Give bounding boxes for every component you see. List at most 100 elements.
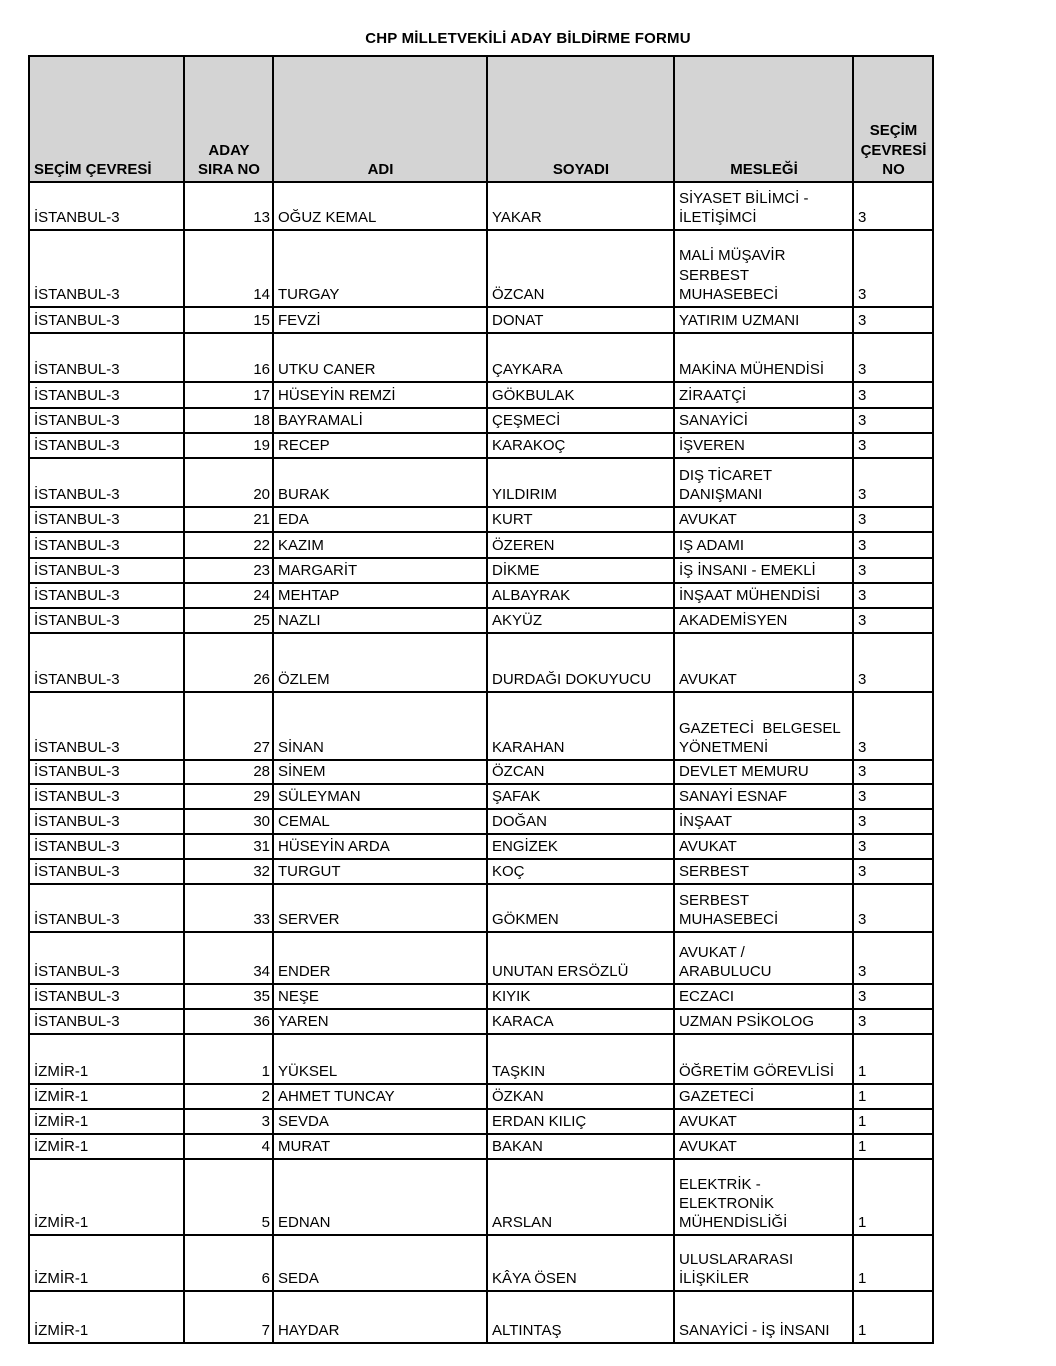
cell-first-name: SEDA xyxy=(272,1234,488,1293)
cell-surname: ERDAN KILIÇ xyxy=(486,1108,675,1136)
cell-first-name: HAYDAR xyxy=(272,1290,488,1345)
cell-first-name: MEHTAP xyxy=(272,582,488,609)
cell-election-district: İSTANBUL-3 xyxy=(28,607,185,634)
cell-surname: DONAT xyxy=(486,306,675,334)
cell-election-district-no: 1 xyxy=(852,1108,934,1136)
cell-profession: SERBEST MUHASEBECİ xyxy=(673,883,854,934)
cell-election-district: İSTANBUL-3 xyxy=(28,381,185,409)
cell-election-district-no: 3 xyxy=(852,407,934,434)
header-surname: SOYADI xyxy=(486,55,675,183)
cell-election-district-no: 3 xyxy=(852,457,934,508)
cell-profession: AVUKAT xyxy=(673,1133,854,1161)
table-row: İSTANBUL-3 25 NAZLI AKYÜZ AKADEMİSYEN 3 xyxy=(28,607,934,634)
table-row: İZMİR-1 3 SEVDA ERDAN KILIÇ AVUKAT 1 xyxy=(28,1108,934,1136)
cell-candidate-order-no: 31 xyxy=(183,833,274,861)
cell-profession: AVUKAT / ARABULUCU xyxy=(673,931,854,986)
header-candidate-order-no: ADAY SIRA NO xyxy=(183,55,274,183)
cell-surname: ÖZEREN xyxy=(486,531,675,559)
cell-election-district-no: 3 xyxy=(852,883,934,934)
cell-first-name: AHMET TUNCAY xyxy=(272,1083,488,1111)
cell-surname: ÇAYKARA xyxy=(486,332,675,383)
header-profession: MESLEĞİ xyxy=(673,55,854,183)
cell-candidate-order-no: 22 xyxy=(183,531,274,559)
cell-candidate-order-no: 7 xyxy=(183,1290,274,1345)
cell-profession: AKADEMİSYEN xyxy=(673,607,854,634)
cell-profession: ELEKTRİK - ELEKTRONİK MÜHENDİSLİĞİ xyxy=(673,1158,854,1237)
table-row: İSTANBUL-3 13 OĞUZ KEMAL YAKAR SİYASET BİLİM… xyxy=(28,181,934,231)
cell-election-district-no: 1 xyxy=(852,1234,934,1293)
cell-surname: GÖKBULAK xyxy=(486,381,675,409)
cell-profession: SERBEST xyxy=(673,858,854,886)
cell-election-district: İSTANBUL-3 xyxy=(28,557,185,584)
cell-first-name: KAZIM xyxy=(272,531,488,559)
cell-election-district-no: 3 xyxy=(852,607,934,634)
cell-surname: DOĞAN xyxy=(486,808,675,836)
cell-election-district-no: 3 xyxy=(852,306,934,334)
cell-candidate-order-no: 16 xyxy=(183,332,274,383)
cell-election-district-no: 3 xyxy=(852,381,934,409)
cell-first-name: SEVDA xyxy=(272,1108,488,1136)
cell-profession: İNŞAAT xyxy=(673,808,854,836)
table-row: İSTANBUL-3 27 SİNAN KARAHAN GAZETECİ BELGESE… xyxy=(28,691,934,761)
cell-first-name: NEŞE xyxy=(272,983,488,1011)
table-row: İSTANBUL-3 16 UTKU CANER ÇAYKARA MAKİNA MÜHE… xyxy=(28,332,934,383)
cell-candidate-order-no: 17 xyxy=(183,381,274,409)
cell-surname: ŞAFAK xyxy=(486,783,675,811)
cell-candidate-order-no: 18 xyxy=(183,407,274,434)
cell-election-district-no: 3 xyxy=(852,181,934,231)
cell-profession: ECZACI xyxy=(673,983,854,1011)
cell-election-district-no: 3 xyxy=(852,432,934,459)
cell-surname: YAKAR xyxy=(486,181,675,231)
cell-election-district: İSTANBUL-3 xyxy=(28,931,185,986)
cell-election-district: İSTANBUL-3 xyxy=(28,758,185,786)
cell-profession: DIŞ TİCARET DANIŞMANI xyxy=(673,457,854,508)
cell-surname: KÂYA ÖSEN xyxy=(486,1234,675,1293)
table-row: İSTANBUL-3 30 CEMAL DOĞAN İNŞAAT 3 xyxy=(28,808,934,836)
cell-profession: DEVLET MEMURU xyxy=(673,758,854,786)
table-row: İSTANBUL-3 20 BURAK YILDIRIM DIŞ TİCARET DAN… xyxy=(28,457,934,508)
cell-election-district-no: 3 xyxy=(852,983,934,1011)
cell-profession: GAZETECİ BELGESEL YÖNETMENİ xyxy=(673,691,854,761)
cell-election-district-no: 3 xyxy=(852,758,934,786)
cell-election-district-no: 3 xyxy=(852,582,934,609)
cell-surname: KURT xyxy=(486,506,675,533)
cell-surname: ÖZCAN xyxy=(486,758,675,786)
cell-election-district: İZMİR-1 xyxy=(28,1290,185,1345)
cell-profession: SANAYİCİ xyxy=(673,407,854,434)
table-row: İSTANBUL-3 26 ÖZLEM DURDAĞI DOKUYUCU AVUKAT 3 xyxy=(28,632,934,693)
table-row: İSTANBUL-3 32 TURGUT KOÇ SERBEST 3 xyxy=(28,858,934,886)
cell-candidate-order-no: 2 xyxy=(183,1083,274,1111)
cell-surname: ARSLAN xyxy=(486,1158,675,1237)
table-row: İZMİR-1 6 SEDA KÂYA ÖSEN ULUSLARARASI İLİŞKİ… xyxy=(28,1234,934,1293)
cell-candidate-order-no: 24 xyxy=(183,582,274,609)
header-election-district-no: SEÇİM ÇEVRESİ NO xyxy=(852,55,934,183)
cell-candidate-order-no: 29 xyxy=(183,783,274,811)
cell-election-district-no: 3 xyxy=(852,833,934,861)
cell-surname: ÇEŞMECİ xyxy=(486,407,675,434)
cell-first-name: YÜKSEL xyxy=(272,1033,488,1086)
cell-election-district: İSTANBUL-3 xyxy=(28,457,185,508)
cell-election-district: İZMİR-1 xyxy=(28,1133,185,1161)
table-row: İZMİR-1 1 YÜKSEL TAŞKIN ÖĞRETİM GÖREVLİSİ 1 xyxy=(28,1033,934,1086)
cell-first-name: CEMAL xyxy=(272,808,488,836)
table-row: İSTANBUL-3 36 YAREN KARACA UZMAN PSİKOLOG 3 xyxy=(28,1008,934,1036)
cell-candidate-order-no: 32 xyxy=(183,858,274,886)
cell-surname: GÖKMEN xyxy=(486,883,675,934)
cell-first-name: OĞUZ KEMAL xyxy=(272,181,488,231)
cell-first-name: NAZLI xyxy=(272,607,488,634)
cell-profession: SİYASET BİLİMCİ - İLETİŞİMCİ xyxy=(673,181,854,231)
cell-election-district: İSTANBUL-3 xyxy=(28,306,185,334)
cell-surname: ÖZKAN xyxy=(486,1083,675,1111)
cell-surname: KIYIK xyxy=(486,983,675,1011)
table-row: İSTANBUL-3 24 MEHTAP ALBAYRAK İNŞAAT MÜHENDİ… xyxy=(28,582,934,609)
cell-election-district: İSTANBUL-3 xyxy=(28,983,185,1011)
cell-election-district-no: 1 xyxy=(852,1290,934,1345)
cell-candidate-order-no: 33 xyxy=(183,883,274,934)
table-row: İSTANBUL-3 19 RECEP KARAKOÇ İŞVEREN 3 xyxy=(28,432,934,459)
table-row: İSTANBUL-3 14 TURGAY ÖZCAN MALİ MÜŞAVİR SERB… xyxy=(28,229,934,308)
table-row: İSTANBUL-3 28 SİNEM ÖZCAN DEVLET MEMURU 3 xyxy=(28,758,934,786)
cell-election-district-no: 3 xyxy=(852,931,934,986)
cell-candidate-order-no: 23 xyxy=(183,557,274,584)
cell-candidate-order-no: 3 xyxy=(183,1108,274,1136)
cell-first-name: ÖZLEM xyxy=(272,632,488,693)
